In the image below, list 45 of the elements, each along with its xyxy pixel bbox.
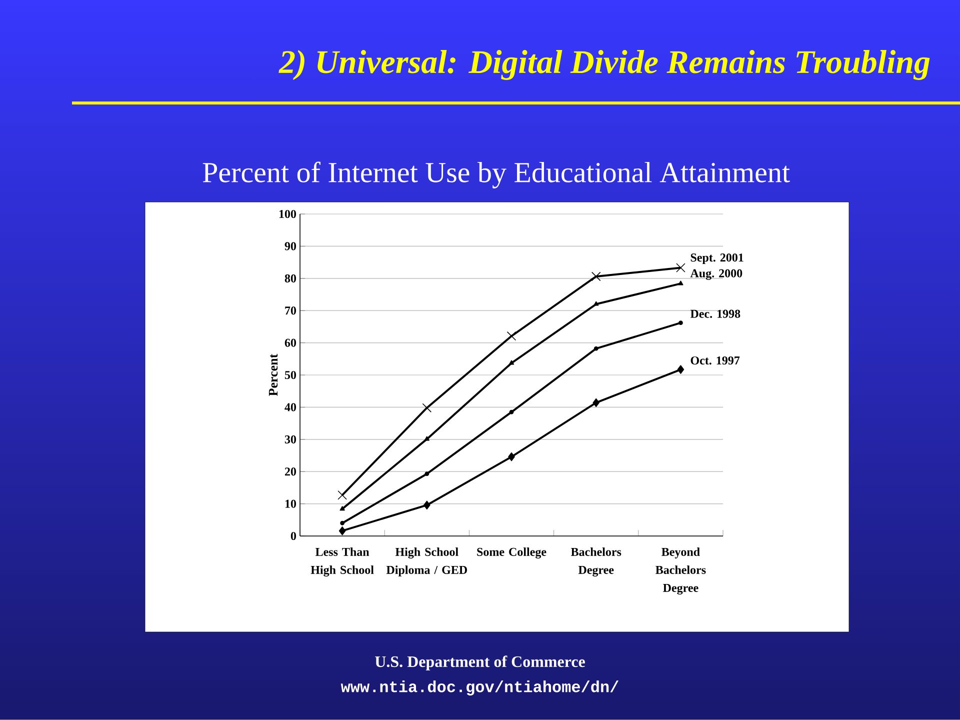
- x-tick-label: Some College: [477, 548, 546, 559]
- point: [424, 472, 430, 476]
- point: [422, 403, 432, 412]
- x-tick-label: High School Diploma / GED: [386, 548, 467, 576]
- point: [506, 331, 516, 341]
- series-label: Sept. 2001: [690, 254, 744, 264]
- chart-title: 2) Universal: Digital Divide Remains Troubling: [278, 50, 930, 80]
- point: [509, 410, 514, 414]
- point: [592, 398, 600, 408]
- point: [677, 365, 684, 374]
- text: www.ntia.doc.gov/ntiahome/dn/: [340, 680, 618, 696]
- point: [424, 500, 430, 510]
- point: [594, 301, 599, 306]
- series-label: Aug. 2000: [690, 269, 742, 280]
- point: [508, 452, 515, 462]
- x-tick-label: Less Than High School: [310, 548, 374, 577]
- series-label: Dec. 1998: [690, 310, 740, 318]
- chart-subtitle: Percent of Internet Use by Educational Attainment: [202, 162, 790, 188]
- y-tick-label: 30: [284, 435, 296, 444]
- y-tick-label: 50: [284, 370, 296, 380]
- y-tick-label: 100: [279, 210, 296, 218]
- y-axis-title: Percent: [268, 354, 278, 396]
- series-label: Oct. 1997: [690, 356, 740, 365]
- y-tick-label: 80: [284, 274, 296, 282]
- point: [338, 526, 346, 536]
- y-tick-label: 0: [290, 532, 296, 540]
- point: [338, 490, 347, 500]
- point: [508, 360, 514, 365]
- y-tick-label: 60: [284, 338, 296, 347]
- point: [591, 272, 601, 282]
- point: [340, 520, 345, 526]
- x-tick-label: Bachelors Degree: [570, 548, 622, 577]
- text: U.S. Department of Commerce: [375, 656, 585, 670]
- y-tick-label: 90: [284, 242, 296, 250]
- point: [594, 346, 598, 351]
- point: [340, 506, 345, 511]
- y-tick-label: 40: [284, 403, 296, 412]
- y-tick-label: 70: [285, 306, 296, 315]
- x-tick-label: Beyond Bachelors Degree: [656, 548, 706, 595]
- point: [424, 436, 430, 441]
- y-tick-label: 10: [285, 500, 296, 508]
- point: [676, 263, 686, 272]
- y-tick-label: 20: [284, 468, 296, 476]
- point: [678, 280, 684, 286]
- point: [678, 320, 683, 326]
